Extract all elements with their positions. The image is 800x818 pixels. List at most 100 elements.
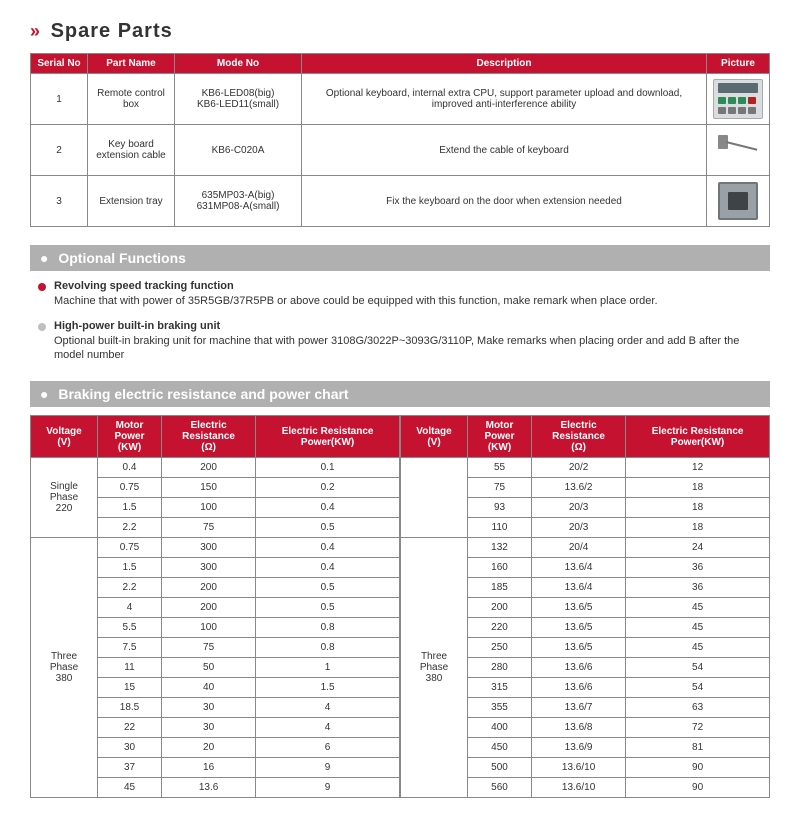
- braking-cell: 5.5: [98, 618, 162, 638]
- braking-cell: 45: [626, 618, 770, 638]
- optional-item-title: High-power built-in braking unit: [54, 320, 220, 332]
- braking-cell: 0.5: [256, 578, 400, 598]
- braking-cell: 0.4: [256, 558, 400, 578]
- braking-cell: 0.4: [256, 538, 400, 558]
- braking-cell: 13.6/5: [532, 638, 626, 658]
- braking-cell: 200: [162, 598, 256, 618]
- bullet-icon: ●: [40, 250, 48, 266]
- spare-cell: 2: [31, 125, 88, 176]
- braking-cell: 4: [256, 698, 400, 718]
- braking-cell: 54: [626, 678, 770, 698]
- spare-picture: [707, 74, 770, 125]
- braking-cell: 560: [468, 778, 532, 798]
- braking-cell: 13.6/9: [532, 738, 626, 758]
- braking-cell: 11: [98, 658, 162, 678]
- braking-cell: 18.5: [98, 698, 162, 718]
- braking-cell: 1.5: [98, 558, 162, 578]
- voltage-group-cell: ThreePhase380: [401, 538, 468, 798]
- braking-cell: 250: [468, 638, 532, 658]
- braking-cell: 13.6/10: [532, 758, 626, 778]
- optional-item-desc: Machine that with power of 35R5GB/37R5PB…: [54, 294, 770, 309]
- voltage-group-cell: SinglePhase220: [31, 458, 98, 538]
- braking-cell: 50: [162, 658, 256, 678]
- spare-row: 3Extension tray635MP03-A(big)631MP08-A(s…: [31, 176, 770, 227]
- braking-cell: 45: [626, 638, 770, 658]
- braking-col-header: Motor Power(KW): [98, 416, 162, 458]
- braking-row: ThreePhase38013220/424: [401, 538, 770, 558]
- braking-cell: 9: [256, 758, 400, 778]
- braking-cell: 16: [162, 758, 256, 778]
- braking-cell: 13.6: [162, 778, 256, 798]
- braking-col-header: Electric Resistance(Ω): [162, 416, 256, 458]
- braking-cell: 90: [626, 778, 770, 798]
- braking-table-right: Voltage(V)Motor Power(KW) Electric Resist…: [400, 415, 770, 798]
- bullet-icon: ●: [40, 386, 48, 402]
- braking-cell: 75: [162, 638, 256, 658]
- braking-cell: 160: [468, 558, 532, 578]
- braking-cell: 13.6/6: [532, 658, 626, 678]
- braking-cell: 200: [162, 458, 256, 478]
- braking-cell: 7.5: [98, 638, 162, 658]
- braking-cell: 55: [468, 458, 532, 478]
- braking-cell: 4: [98, 598, 162, 618]
- braking-cell: 150: [162, 478, 256, 498]
- spare-cell: Extend the cable of keyboard: [302, 125, 707, 176]
- braking-cell: 81: [626, 738, 770, 758]
- braking-cell: 30: [98, 738, 162, 758]
- braking-cell: 18: [626, 498, 770, 518]
- braking-cell: 220: [468, 618, 532, 638]
- optional-item: Revolving speed tracking functionMachine…: [38, 279, 770, 309]
- braking-cell: 2.2: [98, 578, 162, 598]
- braking-cell: 36: [626, 558, 770, 578]
- braking-cell: 185: [468, 578, 532, 598]
- braking-cell: 75: [162, 518, 256, 538]
- braking-cell: 9: [256, 778, 400, 798]
- braking-col-header: Electric Resistance Power(KW): [256, 416, 400, 458]
- braking-cell: 93: [468, 498, 532, 518]
- braking-cell: 15: [98, 678, 162, 698]
- braking-title: Braking electric resistance and power ch…: [58, 386, 348, 402]
- braking-cell: 40: [162, 678, 256, 698]
- braking-cell: 54: [626, 658, 770, 678]
- braking-cell: 200: [468, 598, 532, 618]
- braking-cell: 20: [162, 738, 256, 758]
- braking-cell: 13.6/4: [532, 558, 626, 578]
- braking-cell: 200: [162, 578, 256, 598]
- braking-cell: 2.2: [98, 518, 162, 538]
- braking-cell: 0.2: [256, 478, 400, 498]
- braking-table-wrap: Voltage(V)Motor Power(KW)Electric Resist…: [30, 415, 770, 798]
- braking-cell: 450: [468, 738, 532, 758]
- page-title: » Spare Parts: [30, 20, 770, 43]
- spare-col-header: Mode No: [175, 54, 302, 74]
- page-title-text: Spare Parts: [51, 20, 173, 42]
- braking-cell: 0.5: [256, 598, 400, 618]
- spare-col-header: Part Name: [88, 54, 175, 74]
- braking-cell: 110: [468, 518, 532, 538]
- braking-heading: ● Braking electric resistance and power …: [30, 381, 770, 407]
- spare-cell: Remote control box: [88, 74, 175, 125]
- optional-functions-list: Revolving speed tracking functionMachine…: [38, 279, 770, 363]
- braking-row: 5520/212: [401, 458, 770, 478]
- braking-col-header: Voltage(V): [401, 416, 468, 458]
- optional-functions-heading: ● Optional Functions: [30, 245, 770, 271]
- braking-cell: 13.6/5: [532, 598, 626, 618]
- braking-col-header: Electric Resistance Power(KW): [626, 416, 770, 458]
- braking-cell: 24: [626, 538, 770, 558]
- voltage-group-cell: ThreePhase380: [31, 538, 98, 798]
- braking-cell: 45: [626, 598, 770, 618]
- braking-cell: 45: [98, 778, 162, 798]
- braking-cell: 355: [468, 698, 532, 718]
- braking-cell: 13.6/4: [532, 578, 626, 598]
- braking-col-header: Motor Power(KW): [468, 416, 532, 458]
- braking-cell: 20/3: [532, 498, 626, 518]
- chevron-icon: »: [30, 21, 36, 42]
- braking-col-header: Voltage(V): [31, 416, 98, 458]
- braking-cell: 22: [98, 718, 162, 738]
- braking-cell: 18: [626, 518, 770, 538]
- braking-cell: 90: [626, 758, 770, 778]
- braking-cell: 37: [98, 758, 162, 778]
- spare-cell: 3: [31, 176, 88, 227]
- braking-cell: 20/2: [532, 458, 626, 478]
- braking-cell: 0.75: [98, 538, 162, 558]
- braking-cell: 0.1: [256, 458, 400, 478]
